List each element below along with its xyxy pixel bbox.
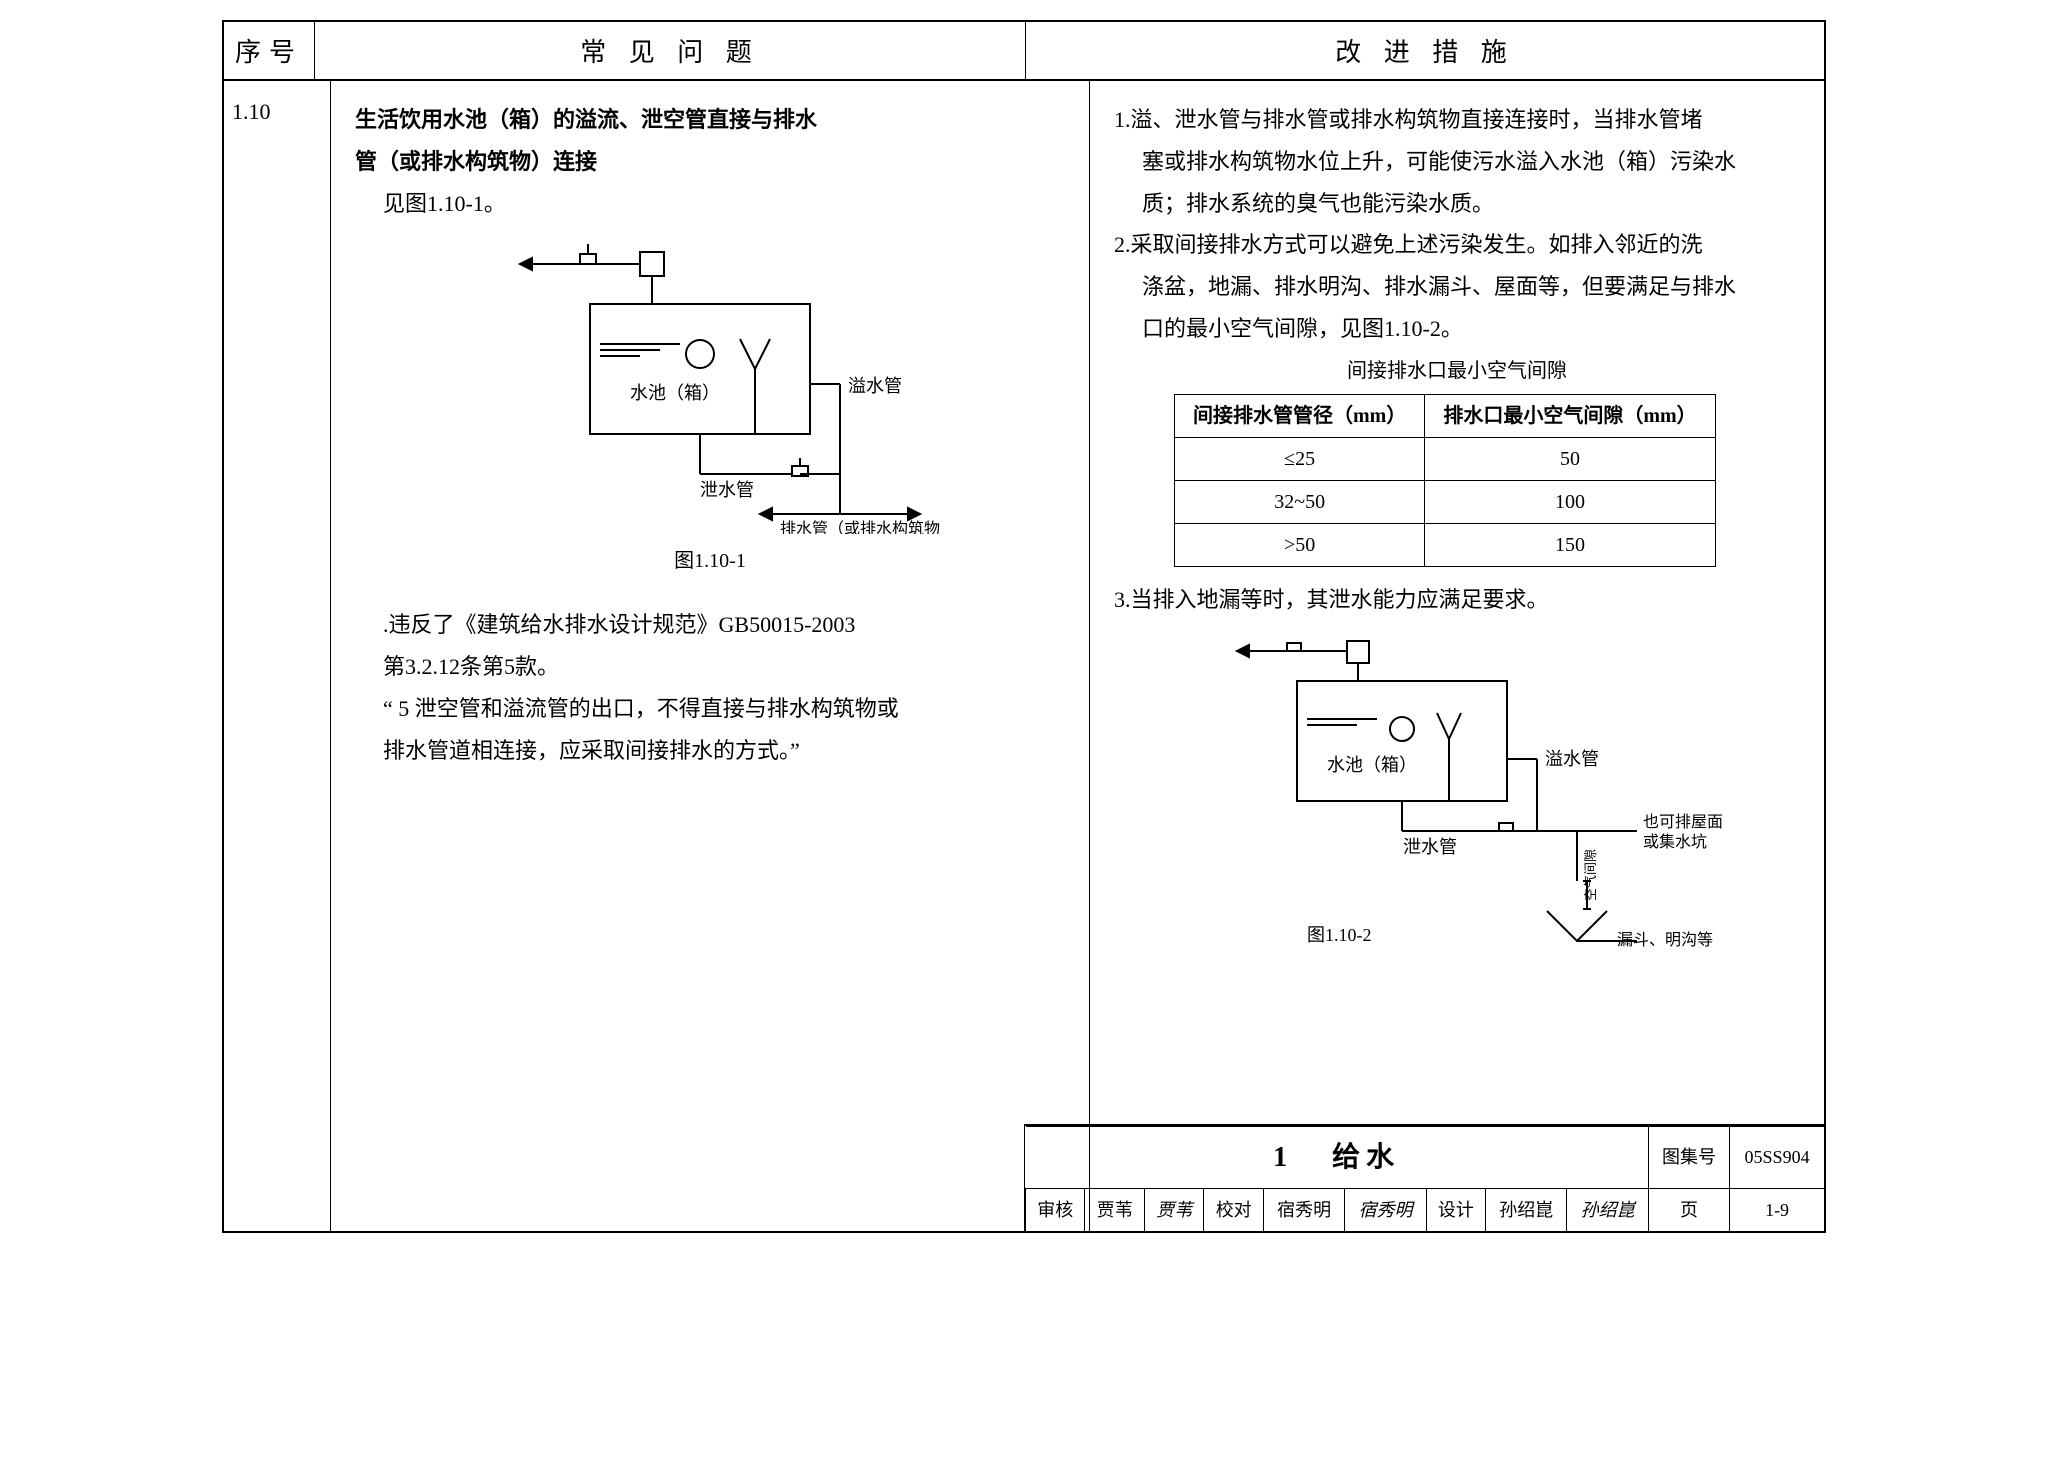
d1-tank-label: 水池（箱） bbox=[630, 383, 720, 403]
fig1-caption: 图1.10-1 bbox=[355, 542, 1065, 580]
table-header: 序号 常 见 问 题 改 进 措 施 bbox=[224, 22, 1824, 81]
gap-cell: >50 bbox=[1175, 523, 1425, 566]
d2-drain-label: 泄水管 bbox=[1403, 837, 1457, 857]
gap-cell: ≤25 bbox=[1175, 437, 1425, 480]
d1-drain-label: 泄水管 bbox=[700, 480, 754, 500]
m1-line-a: 1.溢、泄水管与排水管或排水构筑物直接连接时，当排水管堵 bbox=[1114, 99, 1800, 141]
section-name: 给水 bbox=[1332, 1142, 1400, 1173]
document-page: 序号 常 见 问 题 改 进 措 施 1.10 生活饮用水池（箱）的溢流、泄空管… bbox=[222, 20, 1826, 1233]
d2-overflow-label: 溢水管 bbox=[1545, 749, 1599, 769]
page-label: 页 bbox=[1648, 1188, 1729, 1231]
fig2-caption: 图1.10-2 bbox=[1307, 925, 1372, 945]
d1-sewer-label: 排水管（或排水构筑物） bbox=[780, 520, 940, 534]
check-label: 校对 bbox=[1204, 1188, 1263, 1231]
cell-measure: 1.溢、泄水管与排水管或排水构筑物直接连接时，当排水管堵 塞或排水构筑物水位上升… bbox=[1090, 81, 1824, 1231]
table-row: 1.10 生活饮用水池（箱）的溢流、泄空管直接与排水 管（或排水构筑物）连接 见… bbox=[224, 81, 1824, 1231]
quote-line2: 排水管道相连接，应采取间接排水的方式。” bbox=[383, 730, 1065, 772]
m2-line-c: 口的最小空气间隙，见图1.10-2。 bbox=[1142, 308, 1800, 350]
header-seq: 序号 bbox=[224, 22, 315, 79]
review-name: 贾苇 bbox=[1085, 1188, 1144, 1231]
m2-line-b: 涤盆，地漏、排水明沟、排水漏斗、屋面等，但要满足与排水 bbox=[1142, 266, 1800, 308]
gap-col-1: 间接排水管管径（mm） bbox=[1175, 394, 1425, 437]
d2-funnel-label: 漏斗、明沟等 bbox=[1617, 931, 1713, 949]
review-label: 审核 bbox=[1026, 1188, 1085, 1231]
d1-overflow-label: 溢水管 bbox=[848, 376, 902, 396]
atlas-no: 05SS904 bbox=[1730, 1126, 1825, 1188]
check-name: 宿秀明 bbox=[1263, 1188, 1344, 1231]
m2-line-a: 2.采取间接排水方式可以避免上述污染发生。如排入邻近的洗 bbox=[1114, 224, 1800, 266]
design-name: 孙绍崑 bbox=[1486, 1188, 1567, 1231]
gap-cell: 50 bbox=[1425, 437, 1715, 480]
figure-1-10-2: 水池（箱） 溢水管 泄水管 也可排屋面 或集水坑 空气间隙 漏斗、明沟等 图1.… bbox=[1177, 631, 1737, 951]
see-figure: 见图1.10-1。 bbox=[383, 183, 1065, 225]
m1-line-c: 质；排水系统的臭气也能污染水质。 bbox=[1142, 183, 1800, 225]
m3-line: 3.当排入地漏等时，其泄水能力应满足要求。 bbox=[1114, 579, 1800, 621]
header-problem: 常 见 问 题 bbox=[315, 22, 1026, 79]
violation-line1: .违反了《建筑给水排水设计规范》GB50015-2003 bbox=[383, 604, 1065, 646]
problem-title-line2: 管（或排水构筑物）连接 bbox=[355, 141, 1065, 183]
gap-table: 间接排水管管径（mm） 排水口最小空气间隙（mm） ≤25 50 32~50 1… bbox=[1174, 394, 1716, 567]
gap-cell: 100 bbox=[1425, 480, 1715, 523]
m1-line-b: 塞或排水构筑物水位上升，可能使污水溢入水池（箱）污染水 bbox=[1142, 141, 1800, 183]
violation-line2: 第3.2.12条第5款。 bbox=[383, 646, 1065, 688]
gap-cell: 32~50 bbox=[1175, 480, 1425, 523]
review-sig: 贾苇 bbox=[1144, 1188, 1203, 1231]
figure-1-10-1: 水池（箱） 溢水管 泄水管 排水管（或排水构筑物） bbox=[480, 234, 940, 534]
cell-problem: 生活饮用水池（箱）的溢流、泄空管直接与排水 管（或排水构筑物）连接 见图1.10… bbox=[331, 81, 1090, 1231]
gap-cell: 150 bbox=[1425, 523, 1715, 566]
section-no: 1 bbox=[1273, 1142, 1293, 1173]
cell-seq: 1.10 bbox=[224, 81, 331, 1231]
problem-title-line1: 生活饮用水池（箱）的溢流、泄空管直接与排水 bbox=[355, 99, 1065, 141]
design-label: 设计 bbox=[1426, 1188, 1485, 1231]
d2-gap-label: 空气间隙 bbox=[1583, 849, 1598, 901]
d2-tank-label: 水池（箱） bbox=[1327, 755, 1417, 775]
title-block: 1 给水 图集号 05SS904 审核 贾苇 贾苇 校对 宿秀明 宿秀明 bbox=[1024, 1124, 1825, 1232]
check-sig: 宿秀明 bbox=[1345, 1188, 1426, 1231]
page-no: 1-9 bbox=[1730, 1188, 1825, 1231]
gap-table-title: 间接排水口最小空气间隙 bbox=[1114, 352, 1800, 390]
header-measure: 改 进 措 施 bbox=[1026, 22, 1824, 79]
quote-line1: “ 5 泄空管和溢流管的出口，不得直接与排水构筑物或 bbox=[383, 688, 1065, 730]
d2-roof-label2: 或集水坑 bbox=[1643, 833, 1707, 851]
atlas-label: 图集号 bbox=[1648, 1126, 1729, 1188]
d2-roof-label1: 也可排屋面 bbox=[1643, 813, 1723, 831]
design-sig: 孙绍崑 bbox=[1567, 1188, 1648, 1231]
gap-col-2: 排水口最小空气间隙（mm） bbox=[1425, 394, 1715, 437]
